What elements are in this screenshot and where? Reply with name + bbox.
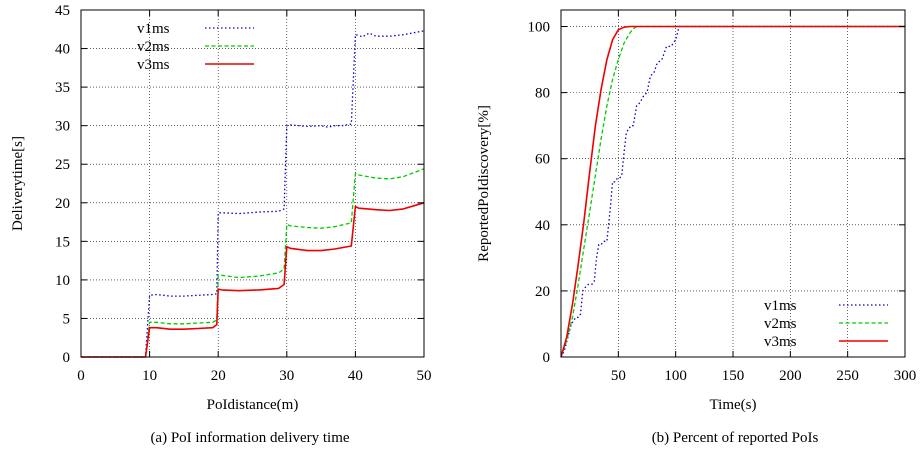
x-axis-label: PoIdistance(m) [207,397,299,413]
y-tick-label: 30 [55,119,70,135]
y-tick-label: 40 [535,218,550,234]
x-tick-label: 200 [779,368,802,384]
series-line-v1ms [560,25,905,358]
x-tick-label: 50 [417,368,432,384]
x-tick-label: 20 [211,368,226,384]
series-line-v3ms [81,202,425,358]
chart-reported-pois: 50 100 150 200 250 300 0 20 40 60 80 100 Time(s) Repo… [476,9,917,446]
y-tick-label: 100 [528,20,551,36]
y-tick-label: 25 [55,157,70,173]
x-tick-label: 50 [611,368,626,384]
x-tick-label: 10 [142,368,157,384]
x-axis-label: Time(s) [710,397,757,413]
x-tick-label: 150 [722,368,745,384]
legend-label-v3ms: v3ms [137,57,170,73]
legend-label-v3ms: v3ms [764,334,797,350]
legend-label-v1ms: v1ms [137,21,170,37]
legend-label-v2ms: v2ms [764,316,797,332]
y-tick-label: 5 [63,311,71,327]
y-tick-label: 80 [535,86,550,102]
plot-frame [80,9,425,358]
x-tick-label: 100 [664,368,687,384]
y-tick-label: 0 [63,350,71,366]
series-line-v2ms [81,168,425,358]
chart-delivery-time: 0 10 20 30 40 50 0 5 10 15 20 25 30 35 40 45 PoIdistance… [10,3,432,446]
y-tick-label: 15 [55,234,70,250]
figure-caption: (a) PoI information delivery time [150,430,349,446]
y-tick-label: 0 [543,350,551,366]
x-tick-label: 40 [348,368,363,384]
y-tick-label: 60 [535,152,550,168]
x-tick-label: 30 [279,368,294,384]
series-line-v1ms [81,30,425,358]
legend-label-v2ms: v2ms [137,39,170,55]
y-axis-label: Deliverytime[s] [10,136,26,231]
series-line-v3ms [560,25,905,358]
x-tick-label: 250 [836,368,859,384]
legend-label-v1ms: v1ms [764,298,797,314]
x-tick-label: 0 [77,368,85,384]
y-tick-label: 40 [55,42,70,58]
y-tick-label: 35 [55,80,70,96]
y-tick-label: 10 [55,273,70,289]
y-tick-label: 45 [55,3,70,19]
figure-caption: (b) Percent of reported PoIs [652,430,819,446]
y-tick-label: 20 [55,196,70,212]
y-axis-label: ReportedPoIdiscovery[%] [476,105,492,262]
x-tick-label: 300 [894,368,917,384]
y-tick-label: 20 [535,284,550,300]
